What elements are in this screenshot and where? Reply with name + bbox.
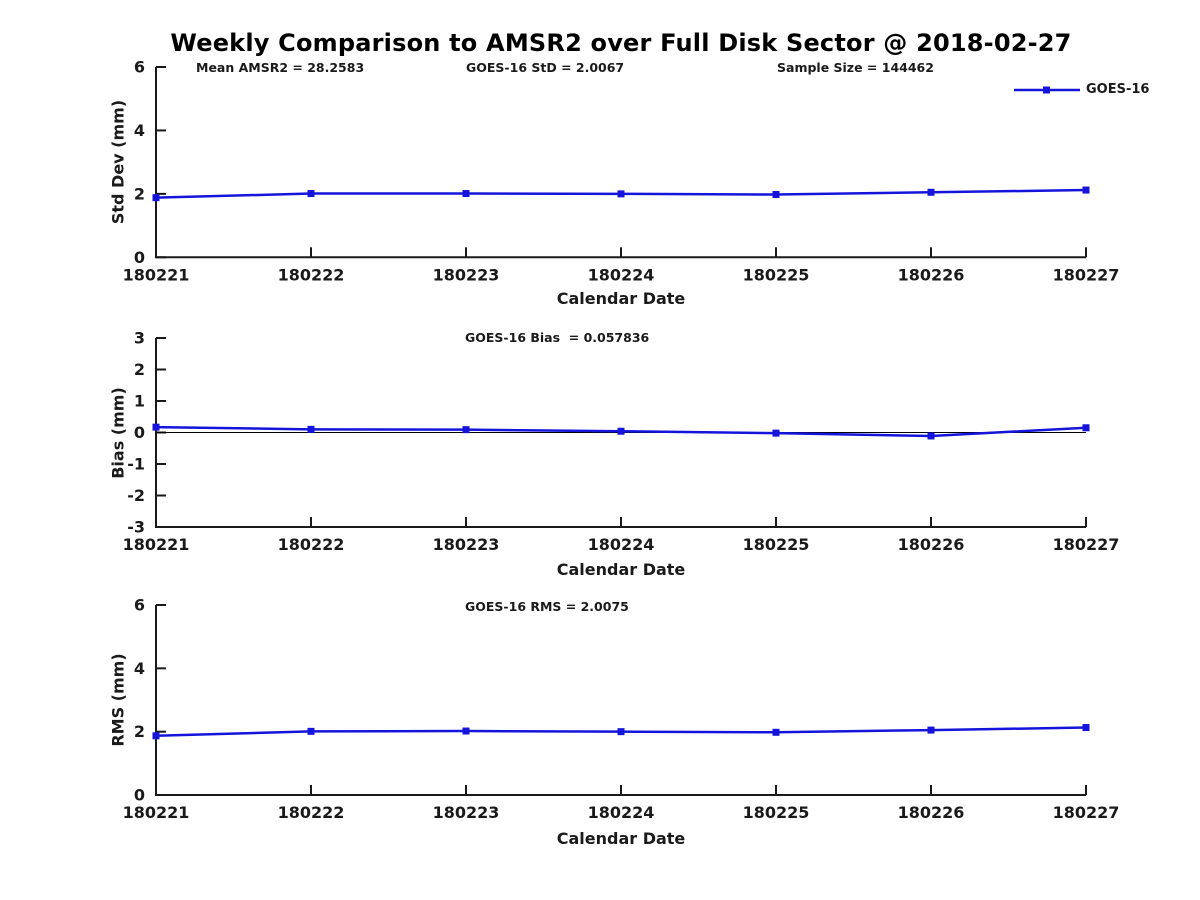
svg-text:180226: 180226 [898,535,965,554]
svg-text:180227: 180227 [1053,803,1120,822]
svg-text:180221: 180221 [123,803,190,822]
svg-text:180225: 180225 [743,535,810,554]
svg-text:6: 6 [134,596,145,615]
annotation-mean-amsr2: Mean AMSR2 = 28.2583 [196,60,365,75]
annotation-goes16-rms: GOES-16 RMS = 2.0075 [465,599,629,614]
svg-text:0: 0 [134,786,145,805]
annotation-sample-size: Sample Size = 144462 [777,60,934,75]
ylabel-rms: RMS (mm) [108,653,128,747]
svg-text:180223: 180223 [433,535,500,554]
annotation-goes16-std: GOES-16 StD = 2.0067 [466,60,625,75]
svg-text:180222: 180222 [278,803,345,822]
legend-label: GOES-16 [1086,82,1150,97]
svg-text:180222: 180222 [278,535,345,554]
xlabel-calendar-date-1: Calendar Date [556,289,686,308]
svg-text:180225: 180225 [743,803,810,822]
legend-line-marker-icon [1014,86,1080,93]
annotation-goes16-bias: GOES-16 Bias = 0.057836 [465,330,650,345]
svg-text:180226: 180226 [898,803,965,822]
svg-text:180224: 180224 [588,535,655,554]
svg-text:-1: -1 [127,455,145,474]
svg-text:2: 2 [134,184,145,203]
svg-text:-2: -2 [127,486,145,505]
svg-text:0: 0 [134,248,145,267]
ylabel-std-dev: Std Dev (mm) [108,99,128,225]
svg-text:180221: 180221 [123,535,190,554]
svg-text:1: 1 [134,392,145,411]
svg-text:180223: 180223 [433,265,500,284]
svg-text:2: 2 [134,722,145,741]
svg-text:180227: 180227 [1053,535,1120,554]
svg-text:180221: 180221 [123,265,190,284]
xlabel-calendar-date-2: Calendar Date [556,560,686,579]
svg-text:180224: 180224 [588,803,655,822]
svg-text:4: 4 [134,659,145,678]
legend: GOES-16 [1014,82,1149,97]
svg-text:180224: 180224 [588,265,655,284]
svg-text:180223: 180223 [433,803,500,822]
svg-text:180226: 180226 [898,265,965,284]
page-title: Weekly Comparison to AMSR2 over Full Dis… [170,29,1072,57]
svg-text:-3: -3 [127,518,145,537]
svg-text:2: 2 [134,360,145,379]
svg-text:0: 0 [134,423,145,442]
svg-text:180227: 180227 [1053,265,1120,284]
xlabel-calendar-date-3: Calendar Date [556,829,686,848]
ylabel-bias: Bias (mm) [108,387,128,479]
svg-text:3: 3 [134,329,145,348]
svg-text:6: 6 [134,58,145,77]
svg-text:180222: 180222 [278,265,345,284]
svg-text:180225: 180225 [743,265,810,284]
svg-text:4: 4 [134,121,145,140]
